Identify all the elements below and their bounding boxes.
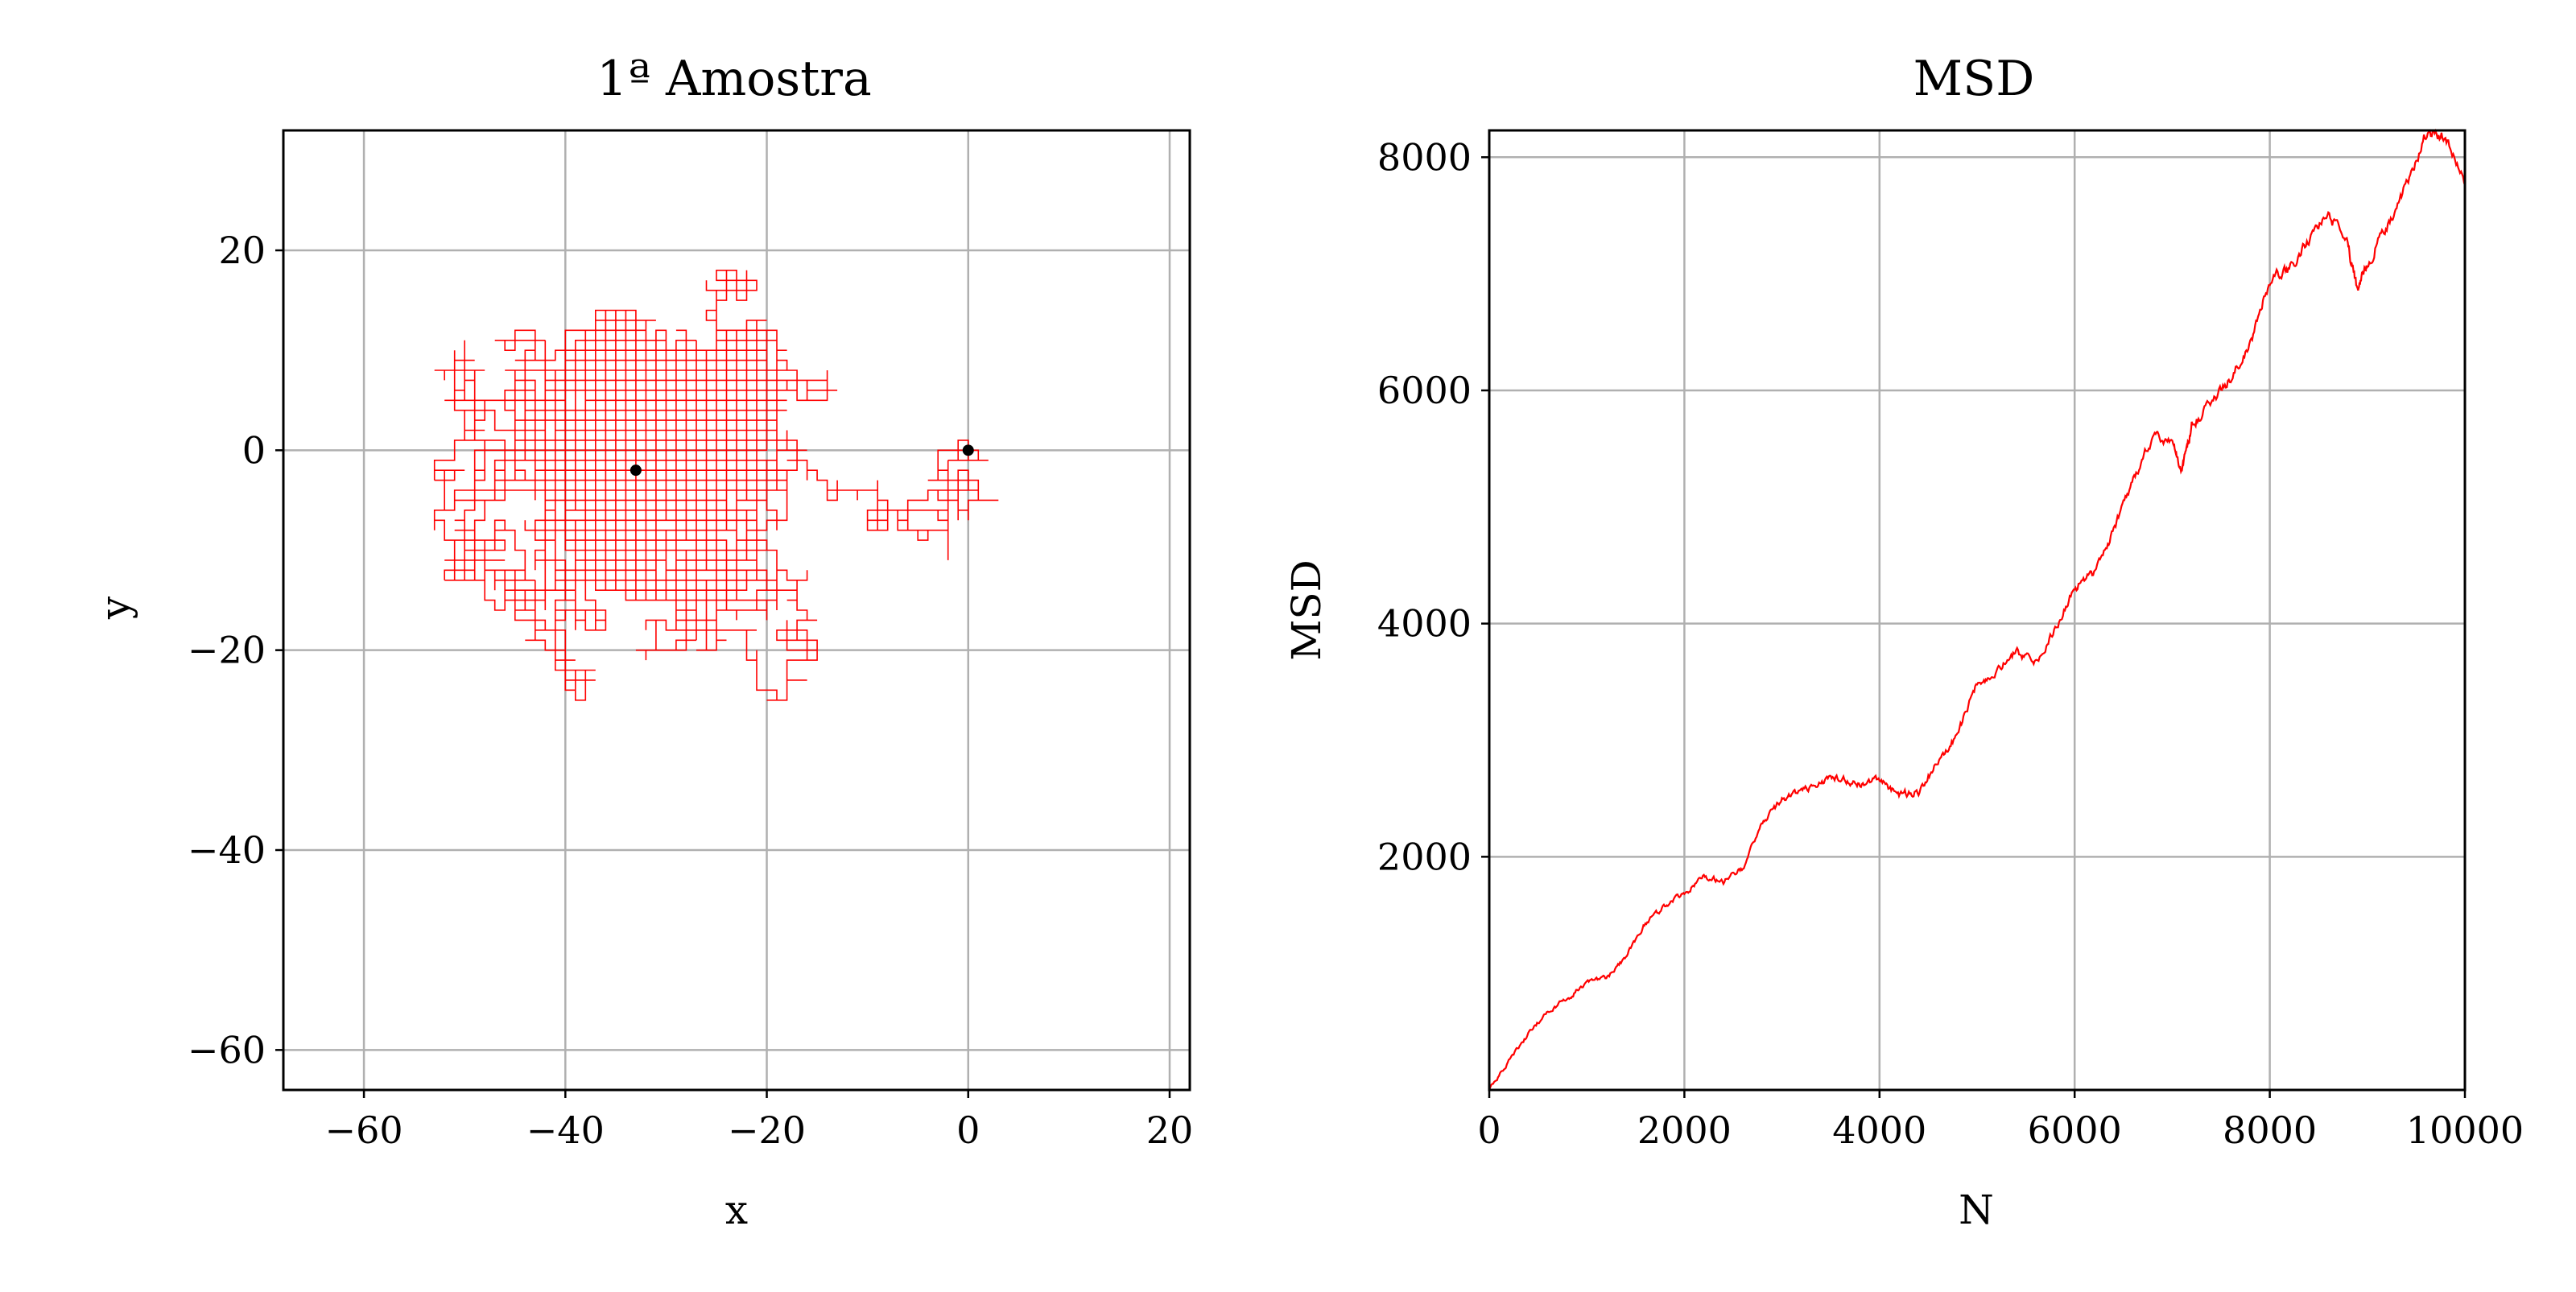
walk-y-tick-label: −40 [188,828,266,872]
msd-x-tick-label: 4000 [1832,1108,1926,1152]
walk-center-marker [630,464,642,477]
msd-y-tick-label: 2000 [1377,835,1472,878]
msd-x-tick-label: 0 [1477,1108,1501,1152]
msd-line [1488,128,2466,1091]
msd-panel: MSD 0 2000 4000 6000 8000 10000 2000 4000 6000 8… [1283,51,2524,1233]
walk-y-ticks: −60 −40 −20 0 20 [188,229,283,1071]
walk-y-tick-label: 0 [242,428,266,472]
walk-x-tick-label: −60 [325,1108,403,1152]
walk-trajectory-line [433,270,999,701]
msd-x-axis-label: N [1959,1187,1994,1233]
walk-x-axis-label: x [725,1187,748,1233]
walk-path [433,270,999,701]
walk-y-tick-label: 20 [218,229,266,272]
walk-plot-frame [282,129,1191,1092]
walk-x-tick-label: 0 [956,1108,980,1152]
msd-x-tick-label: 10000 [2406,1108,2524,1152]
walk-x-tick-label: −40 [526,1108,605,1152]
walk-start-marker [962,444,974,456]
walk-y-tick-label: −20 [188,629,266,672]
msd-x-tick-label: 2000 [1637,1108,1732,1152]
msd-y-tick-label: 4000 [1377,602,1472,646]
walk-markers [630,444,974,477]
msd-y-tick-label: 6000 [1377,369,1472,412]
walk-panel: 1ª Amostra −60 −40 −20 0 20 −60 −40 −20 0 20 x y [92,51,1193,1233]
msd-plot-frame [1488,129,2467,1092]
msd-y-axis-label: MSD [1283,559,1330,661]
msd-y-ticks: 2000 4000 6000 8000 [1377,135,1489,878]
walk-y-axis-label: y [92,596,138,620]
walk-chart-title: 1ª Amostra [597,51,871,107]
walk-x-tick-label: −20 [728,1108,806,1152]
msd-chart-title: MSD [1913,51,2035,107]
msd-y-tick-label: 8000 [1377,135,1472,179]
walk-x-tick-label: 20 [1146,1108,1194,1152]
msd-x-tick-label: 8000 [2223,1108,2317,1152]
msd-x-tick-label: 6000 [2028,1108,2122,1152]
msd-grid [1488,130,2467,1090]
msd-x-ticks: 0 2000 4000 6000 8000 10000 [1477,1090,2524,1152]
walk-y-tick-label: −60 [188,1028,266,1071]
msd-series-line [1488,128,2466,1091]
walk-x-ticks: −60 −40 −20 0 20 [325,1090,1194,1152]
